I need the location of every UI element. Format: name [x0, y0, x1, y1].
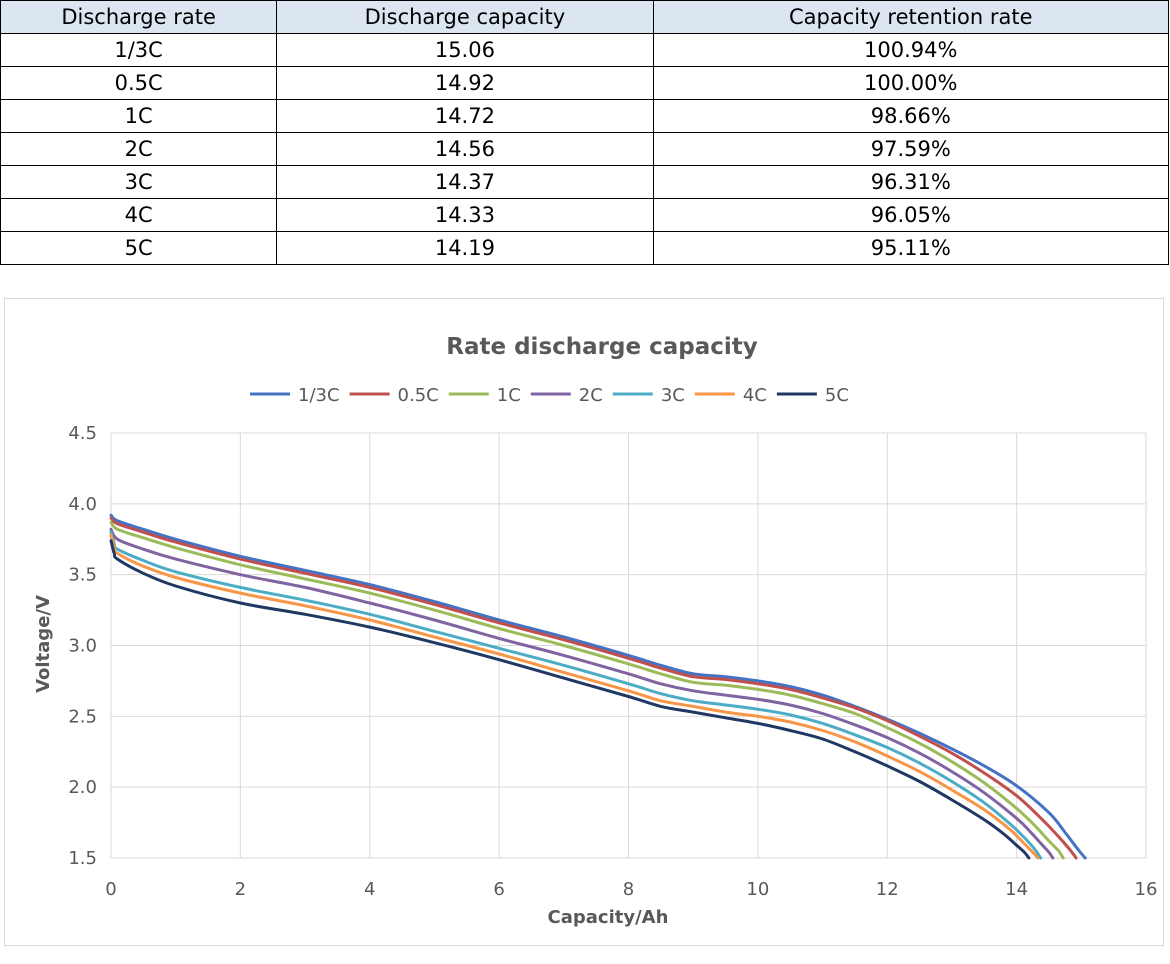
table-row: 3C 14.37 96.31% — [0, 165, 1170, 199]
chart-title: Rate discharge capacity — [446, 334, 757, 360]
legend-label: 5C — [825, 385, 849, 406]
table-cell[interactable]: 95.11% — [652, 231, 1170, 265]
table-cell[interactable]: 5C — [0, 231, 278, 265]
series-line-1c[interactable] — [109, 520, 1065, 860]
legend-label: 4C — [743, 385, 767, 406]
y-tick-label: 3.0 — [68, 636, 97, 657]
series-line-1-3c[interactable] — [109, 513, 1087, 860]
legend-label: 2C — [579, 385, 603, 406]
y-tick-label: 1.5 — [68, 848, 97, 869]
x-axis-tick-labels: 0 2 4 6 8 10 12 14 16 — [105, 879, 1157, 900]
table-cell[interactable]: 2C — [0, 132, 278, 166]
legend-item[interactable]: 4C — [694, 385, 767, 406]
x-tick-label: 12 — [876, 879, 899, 900]
y-tick-label: 4.0 — [68, 494, 97, 515]
header-capacity-retention-rate[interactable]: Capacity retention rate — [652, 0, 1170, 34]
legend-item[interactable]: 3C — [612, 385, 685, 406]
table-cell[interactable]: 1C — [0, 99, 278, 133]
table-row: 4C 14.33 96.05% — [0, 198, 1170, 232]
chart-legend[interactable]: 1/3C 0.5C 1C 2C 3C 4C 5C — [250, 385, 849, 406]
plot-border — [110, 432, 1147, 859]
legend-item[interactable]: 2C — [530, 385, 603, 406]
table-cell[interactable]: 3C — [0, 165, 278, 199]
table-cell[interactable]: 100.00% — [652, 66, 1170, 100]
x-tick-label: 8 — [623, 879, 634, 900]
x-tick-label: 16 — [1135, 879, 1158, 900]
table-cell[interactable]: 14.37 — [276, 165, 654, 199]
table-cell[interactable]: 14.19 — [276, 231, 654, 265]
table-cell[interactable]: 96.05% — [652, 198, 1170, 232]
y-axis-title: Voltage/V — [33, 595, 54, 693]
x-tick-label: 14 — [1005, 879, 1028, 900]
chart-gridlines — [110, 432, 1147, 859]
x-tick-label: 6 — [493, 879, 504, 900]
y-tick-label: 2.5 — [68, 706, 97, 727]
legend-item[interactable]: 1/3C — [250, 385, 340, 406]
series-line-5c[interactable] — [109, 539, 1031, 860]
series-line-3c[interactable] — [109, 530, 1043, 860]
x-tick-label: 2 — [235, 879, 246, 900]
table-cell[interactable]: 14.92 — [276, 66, 654, 100]
rate-table: Discharge rate Discharge capacity Capaci… — [0, 0, 1170, 265]
table-cell[interactable]: 98.66% — [652, 99, 1170, 133]
y-tick-label: 4.5 — [68, 423, 97, 444]
table-cell[interactable]: 96.31% — [652, 165, 1170, 199]
table-row: 0.5C 14.92 100.00% — [0, 66, 1170, 100]
legend-item[interactable]: 5C — [776, 385, 849, 406]
legend-item[interactable]: 1C — [448, 385, 521, 406]
chart-area[interactable]: Rate discharge capacity 1/3C 0.5C 1C 2C 3C 4C… — [4, 298, 1164, 946]
table-cell[interactable]: 97.59% — [652, 132, 1170, 166]
x-tick-label: 4 — [364, 879, 375, 900]
table-header-row: Discharge rate Discharge capacity Capaci… — [0, 0, 1170, 34]
table-cell[interactable]: 14.33 — [276, 198, 654, 232]
header-discharge-rate[interactable]: Discharge rate — [0, 0, 278, 34]
y-tick-label: 3.5 — [68, 565, 97, 586]
x-tick-label: 0 — [105, 879, 116, 900]
table-cell[interactable]: 1/3C — [0, 33, 278, 67]
table-row: 2C 14.56 97.59% — [0, 132, 1170, 166]
table-cell[interactable]: 14.56 — [276, 132, 654, 166]
x-tick-label: 10 — [746, 879, 769, 900]
table-cell[interactable]: 100.94% — [652, 33, 1170, 67]
table-cell[interactable]: 4C — [0, 198, 278, 232]
table-row: 1C 14.72 98.66% — [0, 99, 1170, 133]
x-axis-title: Capacity/Ah — [548, 907, 669, 928]
table-cell[interactable]: 14.72 — [276, 99, 654, 133]
series-group — [109, 513, 1087, 860]
table-row: 5C 14.19 95.11% — [0, 231, 1170, 265]
table-cell[interactable]: 0.5C — [0, 66, 278, 100]
series-line-0.5c[interactable] — [109, 516, 1078, 860]
series-line-2c[interactable] — [109, 527, 1055, 860]
header-discharge-capacity[interactable]: Discharge capacity — [276, 0, 654, 34]
series-line-4c[interactable] — [109, 533, 1040, 860]
plot-area — [110, 432, 1147, 859]
table-cell[interactable]: 15.06 — [276, 33, 654, 67]
table-row: 1/3C 15.06 100.94% — [0, 33, 1170, 67]
legend-label: 1C — [497, 385, 521, 406]
y-tick-label: 2.0 — [68, 777, 97, 798]
y-axis-tick-labels: 1.5 2.0 2.5 3.0 3.5 4.0 4.5 — [68, 423, 97, 869]
legend-label: 0.5C — [398, 385, 439, 406]
legend-label: 1/3C — [298, 385, 340, 406]
chart-canvas: Rate discharge capacity 1/3C 0.5C 1C 2C 3C 4C… — [33, 334, 1157, 928]
legend-item[interactable]: 0.5C — [349, 385, 439, 406]
legend-label: 3C — [661, 385, 685, 406]
